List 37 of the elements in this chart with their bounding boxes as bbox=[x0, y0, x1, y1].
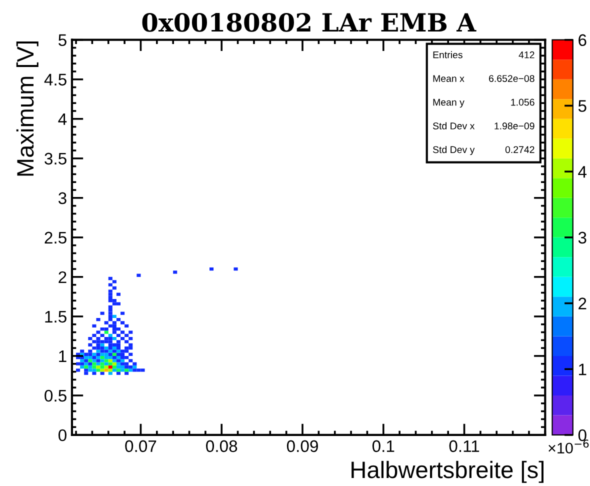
color-bar-label: 1 bbox=[579, 364, 586, 376]
text: ×10$^{−6}$ bbox=[548, 440, 589, 454]
y-tick-label: 3.5 bbox=[44, 152, 66, 165]
x-tick-label: 0.08 bbox=[206, 440, 238, 452]
x-axis-title: Halbwertsbreite [s] bbox=[352, 460, 544, 483]
y-tick-label: 4 bbox=[58, 113, 67, 125]
annotation: Entries bbox=[433, 51, 462, 58]
y-tick-label: 2 bbox=[58, 271, 66, 283]
y-tick-label: 4.5 bbox=[44, 74, 66, 86]
y-tick-label: 1.5 bbox=[45, 311, 66, 323]
y-tick-label: 5 bbox=[58, 34, 66, 46]
annotation: Std Dev x bbox=[432, 122, 475, 130]
y-tick-label: 2.5 bbox=[44, 232, 66, 244]
annotation: Std Dev y bbox=[432, 146, 475, 156]
color-bar-label: 0 bbox=[578, 429, 586, 442]
x-tick-label: 0.11 bbox=[449, 440, 480, 452]
annotation: 0.2742 bbox=[505, 146, 534, 154]
color-bar-label: 2 bbox=[578, 298, 586, 310]
color-bar-label: 6 bbox=[578, 34, 586, 46]
y-tick-label: 1 bbox=[59, 350, 66, 362]
annotation: 1.98e−09 bbox=[494, 122, 534, 130]
y-tick-label: 0.5 bbox=[44, 390, 66, 402]
x-tick-label: 0.09 bbox=[286, 440, 318, 452]
annotation: Mean x bbox=[433, 75, 464, 82]
y-axis-title: Maximum [V] bbox=[16, 42, 38, 176]
annotation: 1.056 bbox=[511, 98, 534, 106]
x-tick-label: 0.1 bbox=[372, 440, 394, 452]
y-tick-label: 0 bbox=[58, 429, 66, 442]
chart-title: 0x00180802 LAr EMB A bbox=[142, 12, 476, 32]
annotation: Mean y bbox=[433, 98, 464, 108]
y-tick-label: 3 bbox=[58, 192, 66, 204]
color-bar-label: 3 bbox=[578, 232, 586, 244]
x-tick-label: 0.07 bbox=[125, 440, 156, 452]
annotation: 412 bbox=[518, 51, 534, 58]
annotation: 6.652e−08 bbox=[489, 75, 534, 82]
color-bar-label: 5 bbox=[578, 100, 586, 112]
color-bar-label: 4 bbox=[578, 166, 587, 178]
